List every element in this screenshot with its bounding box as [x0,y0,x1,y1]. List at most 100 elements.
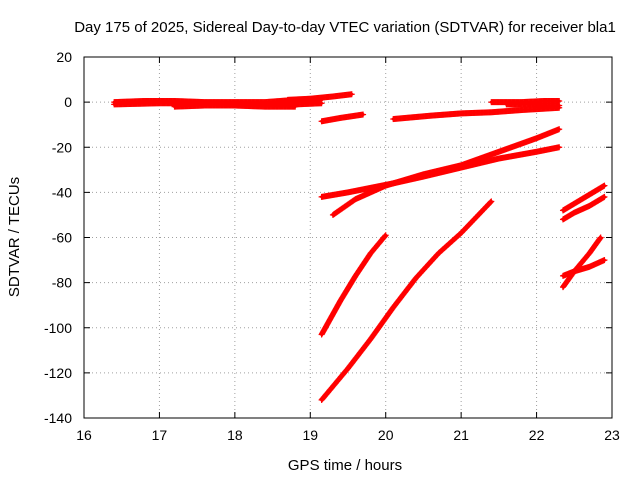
data-point [572,202,576,206]
data-point [557,99,561,103]
data-point [519,108,523,112]
data-point [331,94,335,98]
y-axis-label: SDTVAR / TECUs [6,177,23,297]
axis-ticks: 16 17 18 19 20 21 22 23 -140 -120 -100 -80 -60 -40 -20… [44,49,620,443]
data-point [459,111,463,115]
series-2 [171,102,299,110]
data-point [489,110,493,114]
plot-frame [83,56,613,419]
series-12 [559,182,608,214]
data-point [354,197,358,201]
x-tick-label: 16 [76,427,92,443]
data-point [369,337,373,341]
data-point [474,215,478,219]
y-tick-label: -100 [44,320,72,336]
data-point [459,163,463,167]
data-point [557,127,561,131]
y-tick-label: 20 [56,49,72,65]
data-point [338,116,342,120]
series-15 [559,257,608,279]
data-point [263,105,267,109]
data-point [369,186,373,190]
data-point [587,265,591,269]
series-4 [318,111,367,125]
y-tick-label: -140 [44,410,72,426]
data-point [459,231,463,235]
data-point [535,136,539,140]
data-point [350,92,354,96]
data-point [391,117,395,121]
data-point [320,195,324,199]
data-point [572,269,576,273]
y-tick-label: -60 [52,230,72,246]
data-point [602,195,606,199]
data-point [497,150,501,154]
x-tick-label: 23 [604,427,620,443]
data-point [346,366,350,370]
data-point [320,398,324,402]
data-point [157,101,161,105]
chart-title: Day 175 of 2025, Sidereal Day-to-day VTE… [74,19,616,36]
data-point [286,98,290,102]
y-tick-label: -40 [52,184,72,200]
data-point [599,236,603,239]
data-point [572,211,576,215]
series-7 [503,101,563,109]
series-9 [329,126,563,218]
data-point [602,258,606,262]
data-point [320,333,324,337]
x-tick-label: 17 [152,427,168,443]
data-point [542,99,546,103]
y-tick-label: -80 [52,275,72,291]
data-point [338,299,342,303]
series-5 [390,104,563,123]
data-point [489,100,493,104]
series-11 [318,198,495,403]
series-10 [318,232,389,338]
data-point [497,157,501,161]
data-point [489,199,493,203]
data-point [535,150,539,154]
data-point [203,104,207,108]
x-axis-label: GPS time / hours [288,457,402,474]
data-points [111,91,608,403]
x-tick-label: 22 [529,427,545,443]
data-point [369,251,373,255]
data-point [320,101,324,105]
x-tick-label: 21 [453,427,469,443]
data-point [384,184,388,188]
data-point [361,113,365,117]
data-point [233,104,237,108]
data-point [308,97,312,101]
data-point [293,105,297,109]
data-point [421,172,425,176]
y-tick-label: -120 [44,365,72,381]
series-13 [559,193,608,223]
data-point [561,208,565,212]
data-point [429,114,433,118]
x-tick-label: 18 [227,427,243,443]
y-tick-label: -20 [52,139,72,155]
data-point [587,204,591,208]
data-point [557,104,561,108]
x-tick-label: 19 [302,427,318,443]
data-point [173,105,177,109]
data-point [587,193,591,197]
data-point [112,102,116,106]
data-point [557,145,561,149]
y-tick-label: 0 [64,94,72,110]
data-point [346,190,350,194]
x-tick-label: 20 [378,427,394,443]
data-point [587,251,591,255]
data-point [331,213,335,217]
data-point [384,233,388,237]
data-point [391,305,395,309]
data-point [527,102,531,106]
series-3 [284,91,355,103]
data-point [561,285,565,289]
data-point [561,274,565,278]
data-point [320,119,324,123]
data-point [414,276,418,280]
data-point [354,274,358,278]
